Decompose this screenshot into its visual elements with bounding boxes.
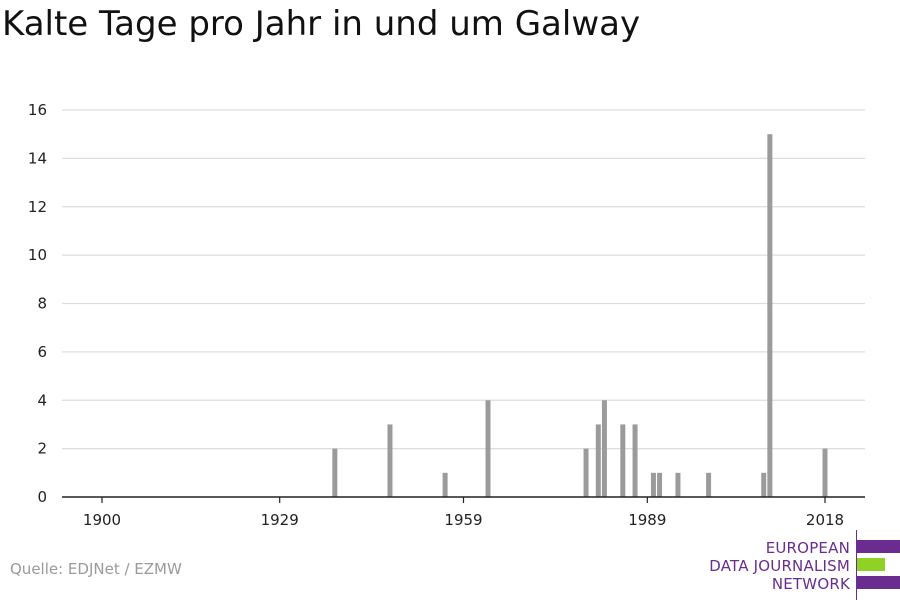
bar (706, 472, 712, 497)
y-tick-label: 8 (37, 295, 47, 313)
chart-title: Kalte Tage pro Jahr in und um Galway (2, 4, 641, 44)
source-note: Quelle: EDJNet / EZMW (10, 560, 182, 578)
y-axis-ticks: 0 2 4 6 8 10 12 14 16 (28, 101, 47, 506)
y-tick-label: 0 (37, 488, 47, 506)
bar (387, 424, 393, 497)
x-axis-ticks: 1900 1929 1959 1989 2018 (83, 497, 844, 529)
logo-bar-top (857, 540, 900, 553)
edjnet-logo: EUROPEAN DATA JOURNALISM NETWORK (700, 530, 900, 600)
y-tick-label: 16 (28, 101, 47, 119)
logo-bar-middle (857, 558, 885, 571)
bar (822, 448, 828, 497)
y-tick-label: 4 (37, 391, 47, 409)
bar (767, 134, 773, 497)
x-tick-label: 1929 (261, 511, 299, 529)
bars (332, 134, 828, 497)
bar (657, 472, 663, 497)
bar (601, 400, 607, 497)
logo-line-data-journalism: DATA JOURNALISM (709, 557, 850, 575)
bar (650, 472, 656, 497)
logo-line-network: NETWORK (771, 575, 850, 593)
bar (761, 472, 767, 497)
bar (620, 424, 626, 497)
grid-lines (62, 109, 865, 450)
y-tick-label: 12 (28, 198, 47, 216)
logo-divider (856, 530, 857, 600)
y-tick-label: 14 (28, 149, 47, 167)
bar (442, 472, 448, 497)
y-tick-label: 2 (37, 440, 47, 458)
bar-chart: 1900 1929 1959 1989 2018 0 2 4 6 8 10 12 14 16 (28, 101, 865, 529)
bar (485, 400, 491, 497)
bar (583, 448, 589, 497)
bar (595, 424, 601, 497)
bar (632, 424, 638, 497)
bar (675, 472, 681, 497)
x-tick-label: 1900 (83, 511, 121, 529)
x-tick-label: 1959 (444, 511, 482, 529)
x-tick-label: 1989 (628, 511, 666, 529)
logo-bar-bottom (857, 576, 900, 589)
y-tick-label: 6 (37, 343, 47, 361)
bar (332, 448, 338, 497)
logo-line-european: EUROPEAN (765, 539, 850, 557)
x-tick-label: 2018 (806, 511, 844, 529)
y-tick-label: 10 (28, 246, 47, 264)
